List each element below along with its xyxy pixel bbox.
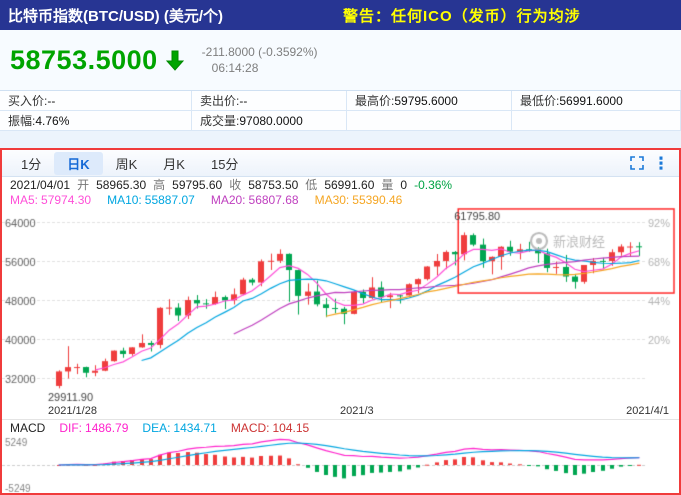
price-change-block: -211.8000 (-0.3592%) 06:14:28 (202, 44, 318, 76)
x-label-start: 2021/1/28 (48, 405, 97, 417)
ma20-readout: MA20: 56807.68 (210, 192, 299, 207)
ohlc-change-pct: -0.36% (414, 177, 453, 192)
ohlc-high: 59795.60 (172, 177, 223, 192)
fullscreen-icon[interactable] (625, 153, 649, 173)
warning-ticker: 警告：任何ICO（发币）行为均涉 (343, 7, 581, 25)
quote-summary: 58753.5000 -211.8000 (-0.3592%) 06:14:28 (0, 30, 681, 90)
current-price: 58753.5000 (10, 44, 158, 75)
price-change: -211.8000 (-0.3592%) (201, 45, 318, 59)
x-label-end: 2021/4/1 (626, 405, 669, 417)
quote-time: 06:14:28 (211, 61, 259, 75)
field-sell-price: 卖出价: -- (192, 91, 347, 111)
main-chart-canvas[interactable] (2, 207, 679, 405)
titlebar: 比特币指数(BTC/USD) (美元/个) 警告：任何ICO（发币）行为均涉 (0, 0, 681, 30)
field-empty-2 (512, 111, 681, 131)
field-volume: 成交量: 97080.0000 (192, 111, 347, 131)
macd-dif: DIF: 1486.79 (59, 420, 129, 435)
x-label-mid: 2021/3 (340, 405, 374, 417)
ohlc-open: 58965.30 (96, 177, 147, 192)
ohlc-volume: 0 (400, 177, 408, 192)
quote-section: 58753.5000 -211.8000 (-0.3592%) 06:14:28… (0, 30, 681, 151)
chart-widget: 1分 日K 周K 月K 15分 ⋮ 2021/04/01 开 58965.30 高… (0, 148, 681, 495)
page-title: 比特币指数(BTC/USD) (美元/个) (8, 7, 223, 25)
period-tabbar: 1分 日K 周K 月K 15分 ⋮ (2, 150, 679, 177)
ma5-readout: MA5: 57974.30 (10, 192, 92, 207)
ma10-readout: MA10: 55887.07 (107, 192, 195, 207)
macd-title: MACD (10, 420, 46, 435)
price-down-arrow-icon (165, 50, 184, 71)
macd-canvas[interactable] (2, 435, 679, 495)
tab-daily-k[interactable]: 日K (54, 151, 103, 175)
field-amplitude: 振幅: 4.76% (0, 111, 192, 131)
ohlc-close: 58753.50 (248, 177, 299, 192)
field-empty-1 (347, 111, 512, 131)
field-high-price: 最高价: 59795.6000 (347, 91, 512, 111)
ohlc-low: 56991.60 (324, 177, 375, 192)
field-low-price: 最低价: 56991.6000 (512, 91, 681, 111)
ma-readout: MA5: 57974.30 MA10: 55887.07 MA20: 56807.68… (2, 192, 679, 207)
macd-dea: DEA: 1434.71 (142, 420, 217, 435)
menu-dots-icon[interactable]: ⋮ (652, 153, 670, 173)
field-buy-price: 买入价: -- (0, 91, 192, 111)
tab-15min[interactable]: 15分 (210, 156, 239, 172)
ma30-readout: MA30: 55390.46 (314, 192, 403, 207)
tab-1min[interactable]: 1分 (21, 156, 42, 172)
macd-value: MACD: 104.15 (230, 420, 310, 435)
tab-monthly-k[interactable]: 月K (163, 156, 185, 172)
x-axis-labels: 2021/1/28 2021/3 2021/4/1 (2, 405, 679, 419)
tab-weekly-k[interactable]: 周K (115, 156, 138, 172)
quote-fields-grid: 买入价: -- 卖出价: -- 最高价: 59795.6000 最低价: 56991.6… (0, 90, 681, 131)
ohlc-date: 2021/04/01 (10, 177, 71, 192)
ohlc-readout: 2021/04/01 开 58965.30 高 59795.60 收 58753.50… (10, 177, 453, 193)
macd-readout: MACD DIF: 1486.79 DEA: 1434.71 MACD: 104.15 (2, 419, 679, 435)
